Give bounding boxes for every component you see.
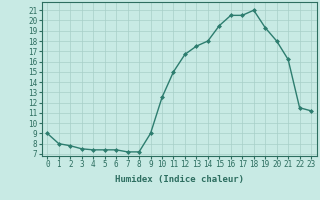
X-axis label: Humidex (Indice chaleur): Humidex (Indice chaleur) [115, 175, 244, 184]
